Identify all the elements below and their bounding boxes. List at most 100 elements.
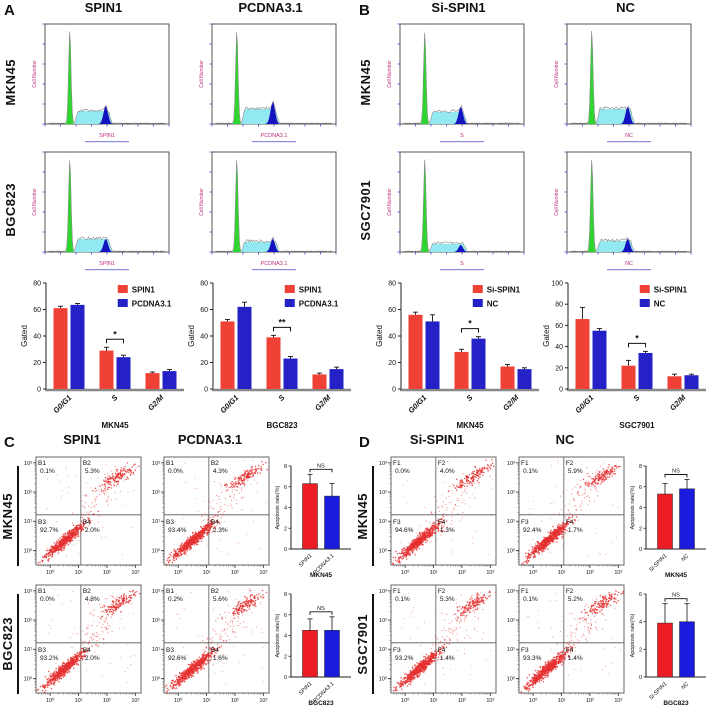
svg-text:5.3%: 5.3% [85, 468, 100, 475]
svg-text:PCDNA3.1: PCDNA3.1 [131, 300, 171, 309]
svg-text:PCDNA3.1: PCDNA3.1 [260, 133, 287, 139]
svg-text:MKN45: MKN45 [101, 421, 129, 430]
svg-text:B1: B1 [38, 588, 46, 595]
row-label: MKN45 [2, 58, 18, 106]
svg-text:10⁰: 10⁰ [152, 675, 161, 682]
cellcycle-bar-chart: 0 20 40 60 80 Gated G0/G1 S G2/M SPIN1 PCDNA3.1 ** B… [187, 275, 355, 431]
svg-text:B4: B4 [211, 519, 219, 526]
svg-text:10⁰: 10⁰ [174, 697, 183, 704]
svg-text:2: 2 [284, 654, 287, 660]
svg-text:20: 20 [555, 365, 563, 372]
svg-text:10³: 10³ [379, 461, 387, 467]
column-title: SPIN1 [63, 432, 101, 447]
svg-text:B1: B1 [166, 588, 174, 595]
svg-text:S: S [631, 393, 641, 403]
svg-text:10¹: 10¹ [379, 519, 387, 525]
svg-text:0: 0 [284, 675, 287, 681]
svg-text:10⁰: 10⁰ [46, 569, 55, 576]
column-title: Si-SPIN1 [409, 432, 465, 447]
svg-text:Cell Number: Cell Number [387, 60, 393, 88]
svg-text:2.0%: 2.0% [85, 527, 100, 534]
row-label: MKN45 [0, 452, 19, 580]
svg-text:4: 4 [284, 506, 287, 512]
svg-text:Si-SPIN1: Si-SPIN1 [486, 286, 520, 295]
svg-text:60: 60 [388, 307, 396, 314]
svg-text:10⁰: 10⁰ [152, 547, 161, 554]
svg-text:10⁰: 10⁰ [24, 547, 33, 554]
svg-text:20: 20 [388, 360, 396, 367]
svg-text:10¹: 10¹ [24, 519, 32, 525]
svg-text:0: 0 [284, 547, 287, 553]
svg-text:G0/G1: G0/G1 [218, 393, 240, 415]
svg-text:10⁰: 10⁰ [401, 569, 410, 576]
svg-text:10¹: 10¹ [203, 570, 211, 576]
top-half: A SPIN1 PCDNA3.1 MKN45 Cell Number SPIN1 … [2, 0, 709, 432]
apoptosis-scatter: 10⁰ 10⁰ 10¹ 10¹ 10² 10² 10³ 10³ F1 0.0% F2 4.0% F3 94… [374, 453, 500, 579]
flow-histogram: Cell Number PCDNA3.1 [196, 146, 346, 274]
svg-text:Si-SPIN1: Si-SPIN1 [653, 286, 687, 295]
svg-text:10²: 10² [379, 490, 387, 496]
svg-text:10²: 10² [231, 698, 239, 704]
svg-text:0.0%: 0.0% [168, 468, 183, 475]
svg-text:8: 8 [284, 592, 287, 598]
axis-line [16, 466, 19, 566]
bottom-half: C SPIN1 PCDNA3.1 MKN45 10⁰ 10⁰ 10¹ 10¹ 10² 10… [0, 432, 709, 708]
svg-text:G2/M: G2/M [313, 393, 333, 413]
svg-text:S: S [464, 393, 474, 403]
svg-text:SPIN1: SPIN1 [298, 553, 313, 568]
svg-text:**: ** [278, 317, 286, 327]
flow-histogram: Cell Number PCDNA3.1 [196, 18, 346, 146]
apoptosis-bar-chart: 0 2 4 6 8 Apoptosis rate(%) SPIN1 PCDNA3.1 NS MKN… [274, 453, 354, 579]
svg-text:SPIN1: SPIN1 [298, 286, 322, 295]
svg-text:Cell Number: Cell Number [199, 188, 205, 216]
svg-text:2.3%: 2.3% [213, 527, 228, 534]
apoptosis-scatter: 10⁰ 10⁰ 10¹ 10¹ 10² 10² 10³ 10³ F1 0.1% F2 5.3% F3 93… [374, 581, 500, 707]
svg-text:40: 40 [555, 344, 563, 351]
svg-text:G0/G1: G0/G1 [406, 393, 428, 415]
panel-b: B Si-SPIN1 NC MKN45 Cell Number S Cell Nu… [355, 0, 709, 432]
svg-text:B1: B1 [38, 460, 46, 467]
flow-histogram: Cell Number S [384, 18, 534, 146]
panel-letter: D [359, 434, 370, 451]
svg-text:S: S [460, 133, 464, 139]
flow-histogram: Cell Number S [384, 146, 534, 274]
svg-text:10¹: 10¹ [75, 570, 83, 576]
svg-text:SPIN1: SPIN1 [298, 681, 313, 696]
svg-text:B4: B4 [211, 647, 219, 654]
svg-text:10³: 10³ [131, 570, 139, 576]
svg-text:G2/M: G2/M [668, 393, 688, 413]
svg-text:10²: 10² [152, 490, 160, 496]
svg-text:93.4%: 93.4% [168, 527, 187, 534]
svg-text:BGC823: BGC823 [266, 421, 298, 430]
svg-text:10¹: 10¹ [430, 570, 438, 576]
svg-text:Cell Number: Cell Number [554, 60, 560, 88]
svg-text:80: 80 [555, 302, 563, 309]
svg-text:MKN45: MKN45 [456, 421, 484, 430]
svg-text:4.3%: 4.3% [213, 468, 228, 475]
column-title: NC [616, 0, 635, 15]
apoptosis-scatter: 10⁰ 10⁰ 10¹ 10¹ 10² 10² 10³ 10³ F1 0.1% F2 5.2% F3 93… [502, 581, 628, 707]
svg-text:Cell Number: Cell Number [387, 188, 393, 216]
svg-text:S: S [109, 393, 119, 403]
svg-text:80: 80 [200, 281, 208, 288]
svg-text:60: 60 [33, 307, 41, 314]
svg-text:G0/G1: G0/G1 [51, 393, 73, 415]
svg-text:Gated: Gated [542, 325, 551, 347]
svg-text:0.0%: 0.0% [40, 596, 55, 603]
svg-text:S: S [460, 261, 464, 267]
svg-text:0: 0 [37, 387, 41, 394]
svg-text:80: 80 [33, 281, 41, 288]
svg-text:Cell Number: Cell Number [199, 60, 205, 88]
svg-text:10³: 10³ [24, 461, 32, 467]
svg-text:Gated: Gated [187, 325, 196, 347]
apoptosis-bar-chart: 0 2 4 6 8 Apoptosis rate(%) SPIN1 PCDNA3.1 NS BGC… [274, 581, 354, 707]
svg-text:93.2%: 93.2% [40, 655, 59, 662]
svg-text:G2/M: G2/M [146, 393, 166, 413]
panel-d: D Si-SPIN1 NC MKN45 10⁰ 10⁰ 10¹ 10¹ 10² 10² 10… [355, 432, 709, 708]
row-label: BGC823 [0, 580, 19, 708]
svg-text:Cell Number: Cell Number [32, 188, 38, 216]
axis-line [371, 594, 374, 694]
svg-text:B4: B4 [83, 647, 91, 654]
svg-text:NC: NC [486, 300, 498, 309]
svg-text:NC: NC [625, 261, 633, 267]
